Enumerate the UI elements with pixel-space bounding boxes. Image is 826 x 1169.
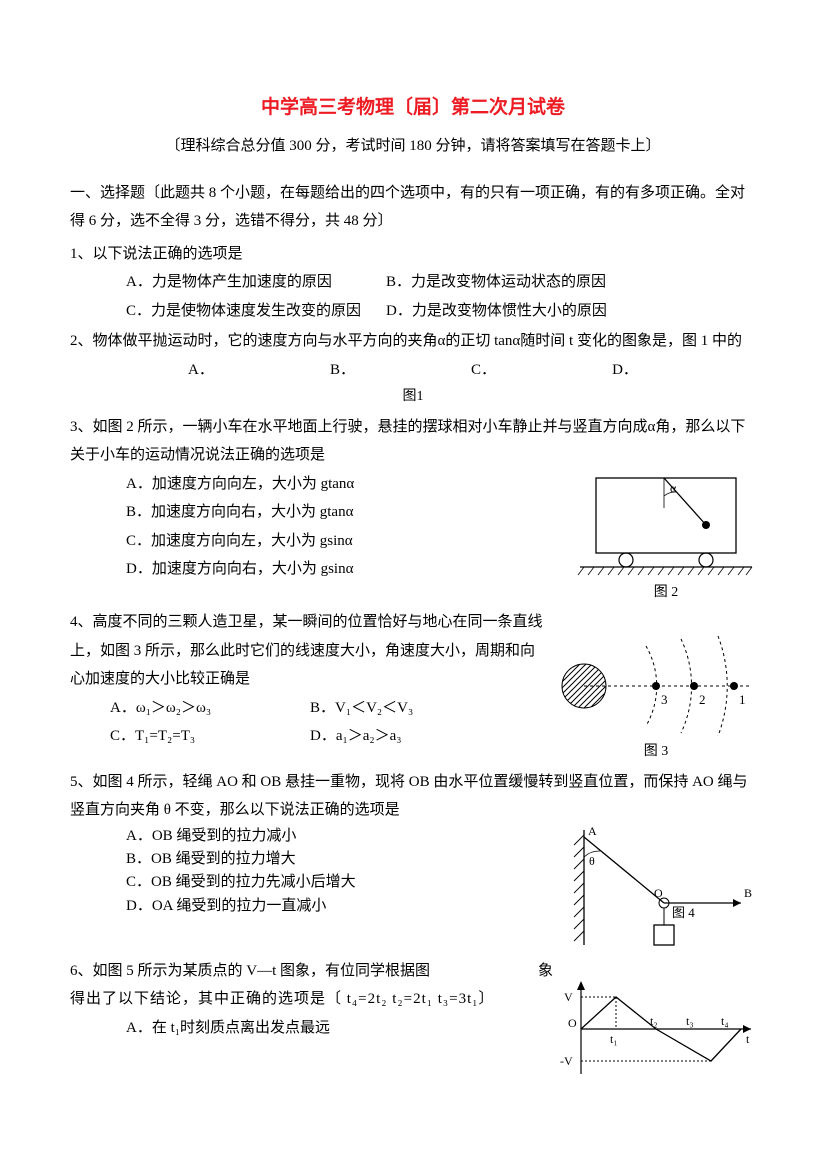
fig3-box: 3 2 1 图 3 bbox=[556, 634, 756, 766]
q2-opt-c: C． bbox=[471, 356, 496, 385]
svg-text:-V: -V bbox=[560, 1054, 573, 1068]
svg-text:1: 1 bbox=[739, 692, 746, 707]
q5-opt-b: B．OB 绳受到的拉力增大 bbox=[126, 848, 546, 871]
q2-opt-a: A． bbox=[188, 356, 214, 385]
q2-stem: 2、物体做平抛运动时，它的速度方向与水平方向的夹角α的正切 tanα随时间 t … bbox=[70, 327, 756, 356]
fig5-box: 象 V -V O t t₁ t₂ t₃ t₄ bbox=[556, 957, 756, 1084]
q4-opt-c: C．T₁=T₂=T₃ bbox=[110, 722, 310, 751]
question-4: 4、高度不同的三颗人造卫星，某一瞬间的位置恰好与地心在同一条直线上，如图 3 所… bbox=[70, 608, 756, 766]
question-2: 2、物体做平抛运动时，它的速度方向与水平方向的夹角α的正切 tanα随时间 t … bbox=[70, 327, 756, 411]
svg-text:B: B bbox=[744, 886, 752, 900]
fig2-label: 图 2 bbox=[576, 580, 756, 607]
q5-opt-a: A．OB 绳受到的拉力减小 bbox=[126, 825, 546, 848]
svg-text:t₄: t₄ bbox=[721, 1014, 729, 1028]
svg-text:3: 3 bbox=[661, 692, 668, 707]
q1-opt-a: A．力是物体产生加速度的原因 bbox=[126, 268, 386, 297]
q6-stem2: 得出了以下结论，其中正确的选项是〔 t₄=2t₂ t₂=2t₁ t₃=3t₁〕 bbox=[70, 985, 546, 1014]
svg-text:t₂: t₂ bbox=[650, 1014, 658, 1028]
svg-text:O: O bbox=[654, 886, 663, 900]
svg-text:t₁: t₁ bbox=[610, 1032, 618, 1046]
q5-options: A．OB 绳受到的拉力减小 B．OB 绳受到的拉力增大 C．OB 绳受到的拉力先… bbox=[70, 825, 546, 918]
q6-stem-a: 6、如图 5 所示为某质点的 V—t 图象，有位同学根据图 bbox=[70, 957, 430, 986]
section-1-header: 一、选择题〔此题共 8 个小题，在每题给出的四个选项中，有的只有一项正确，有的有… bbox=[70, 179, 756, 236]
q2-opt-d: D． bbox=[612, 356, 638, 385]
page-title: 中学高三考物理〔届〕第二次月试卷 bbox=[70, 90, 756, 126]
svg-text:α: α bbox=[670, 481, 677, 495]
q3-opt-b: B．加速度方向向右，大小为 gtanα bbox=[126, 498, 566, 527]
q1-opt-d: D．力是改变物体惯性大小的原因 bbox=[386, 297, 607, 326]
svg-text:A: A bbox=[588, 825, 597, 838]
q3-options: A．加速度方向向左，大小为 gtanα B．加速度方向向右，大小为 gtanα … bbox=[70, 470, 566, 584]
question-6: 6、如图 5 所示为某质点的 V—t 图象，有位同学根据图 得出了以下结论，其中… bbox=[70, 957, 756, 1084]
q2-opt-b: B． bbox=[330, 356, 355, 385]
q1-opt-b: B．力是改变物体运动状态的原因 bbox=[386, 268, 606, 297]
fig4-box: A θ O B 图 4 bbox=[556, 825, 756, 955]
q3-opt-c: C．加速度方向向左，大小为 gsinα bbox=[126, 527, 566, 556]
q4-opt-a: A．ω₁＞ω₂＞ω₃ bbox=[110, 694, 310, 723]
svg-text:t₃: t₃ bbox=[686, 1014, 694, 1028]
fig4-svg: A θ O B 图 4 bbox=[556, 825, 756, 955]
q3-opt-d: D．加速度方向向右，大小为 gsinα bbox=[126, 555, 566, 584]
q3-stem: 3、如图 2 所示，一辆小车在水平地面上行驶，悬挂的摆球相对小车静止并与竖直方向… bbox=[70, 413, 756, 470]
svg-text:V: V bbox=[564, 990, 573, 1004]
q5-stem: 5、如图 4 所示，轻绳 AO 和 OB 悬挂一重物，现将 OB 由水平位置缓慢… bbox=[70, 768, 756, 825]
q1-stem: 1、以下说法正确的选项是 bbox=[70, 240, 756, 269]
q2-options: A． B． C． D． bbox=[70, 356, 756, 385]
svg-text:t: t bbox=[746, 1032, 750, 1046]
svg-text:图 4: 图 4 bbox=[672, 905, 695, 920]
q4-stem: 4、高度不同的三颗人造卫星，某一瞬间的位置恰好与地心在同一条直线上，如图 3 所… bbox=[70, 608, 546, 694]
q1-options: A．力是物体产生加速度的原因 B．力是改变物体运动状态的原因 C．力是使物体速度… bbox=[70, 268, 756, 325]
q4-opt-b: B．V₁＜V₂＜V₃ bbox=[310, 694, 413, 723]
question-3: 3、如图 2 所示，一辆小车在水平地面上行驶，悬挂的摆球相对小车静止并与竖直方向… bbox=[70, 413, 756, 607]
q6-options: A．在 t₁时刻质点离出发点最远 bbox=[70, 1014, 546, 1043]
svg-text:O: O bbox=[568, 1016, 577, 1030]
fig2-svg: α bbox=[576, 470, 756, 580]
fig2-box: α 图 2 bbox=[576, 470, 756, 607]
q6-stem-b: 象 bbox=[538, 957, 553, 986]
svg-text:θ: θ bbox=[589, 854, 595, 868]
q3-opt-a: A．加速度方向向左，大小为 gtanα bbox=[126, 470, 566, 499]
svg-text:2: 2 bbox=[699, 692, 706, 707]
fig3-label: 图 3 bbox=[556, 739, 756, 766]
q5-opt-d: D．OA 绳受到的拉力一直减小 bbox=[126, 895, 546, 918]
q6-opt-a: A．在 t₁时刻质点离出发点最远 bbox=[126, 1014, 546, 1043]
fig5-svg: V -V O t t₁ t₂ t₃ t₄ bbox=[556, 979, 756, 1084]
question-1: 1、以下说法正确的选项是 A．力是物体产生加速度的原因 B．力是改变物体运动状态… bbox=[70, 240, 756, 326]
q4-options: A．ω₁＞ω₂＞ω₃ B．V₁＜V₂＜V₃ C．T₁=T₂=T₃ D．a₁＞a₂… bbox=[70, 694, 546, 751]
fig3-svg: 3 2 1 bbox=[556, 634, 756, 739]
page-subtitle: 〔理科综合总分值 300 分，考试时间 180 分钟，请将答案填写在答题卡上〕 bbox=[70, 132, 756, 161]
question-5: 5、如图 4 所示，轻绳 AO 和 OB 悬挂一重物，现将 OB 由水平位置缓慢… bbox=[70, 768, 756, 955]
q4-opt-d: D．a₁＞a₂＞a₃ bbox=[310, 722, 402, 751]
q5-opt-c: C．OB 绳受到的拉力先减小后增大 bbox=[126, 871, 546, 894]
fig1-label: 图1 bbox=[70, 384, 756, 411]
q1-opt-c: C．力是使物体速度发生改变的原因 bbox=[126, 297, 386, 326]
